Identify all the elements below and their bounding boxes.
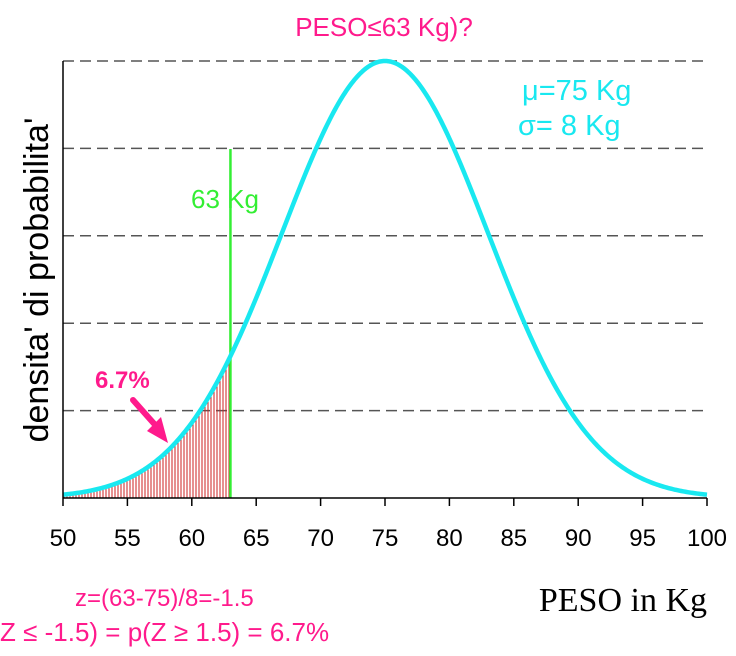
- x-tick-label: 55: [114, 525, 141, 552]
- text-layer: PESO≤63 Kg)? densita' di probabilita' PE…: [0, 12, 707, 647]
- cutoff-label: 63 Kg: [191, 184, 259, 214]
- x-tick-label: 65: [243, 525, 270, 552]
- x-tick-label: 95: [629, 525, 656, 552]
- x-tick-label: 90: [565, 525, 592, 552]
- probability-formula: Z ≤ -1.5) = p(Z ≥ 1.5) = 6.7%: [0, 617, 329, 647]
- x-axis-label: PESO in Kg: [539, 582, 707, 619]
- x-tick-label: 100: [687, 525, 727, 552]
- x-tick-label: 75: [372, 525, 399, 552]
- y-axis-label: densita' di probabilita': [18, 118, 56, 443]
- x-tick-label: 80: [436, 525, 463, 552]
- x-tick-label: 85: [500, 525, 527, 552]
- curve-layer: [62, 58, 708, 497]
- sigma-label: σ= 8 Kg: [518, 110, 621, 142]
- x-tick-label: 50: [50, 525, 77, 552]
- grid-layer: [63, 60, 707, 412]
- x-tick-label: 60: [178, 525, 205, 552]
- chart-title: PESO≤63 Kg)?: [295, 12, 473, 42]
- density-curve: [62, 58, 708, 497]
- arrow-head: [147, 417, 168, 443]
- z-formula: z=(63-75)/8=-1.5: [75, 585, 254, 612]
- tick-labels: 50 55 60 65 70 75 80 85 90 95 100: [50, 498, 727, 552]
- x-tick-label: 70: [307, 525, 334, 552]
- area-percent-label: 6.7%: [95, 367, 150, 394]
- mu-label: μ=75 Kg: [522, 75, 631, 107]
- annotation-arrow: [130, 397, 168, 443]
- arrow-shaft: [130, 397, 160, 430]
